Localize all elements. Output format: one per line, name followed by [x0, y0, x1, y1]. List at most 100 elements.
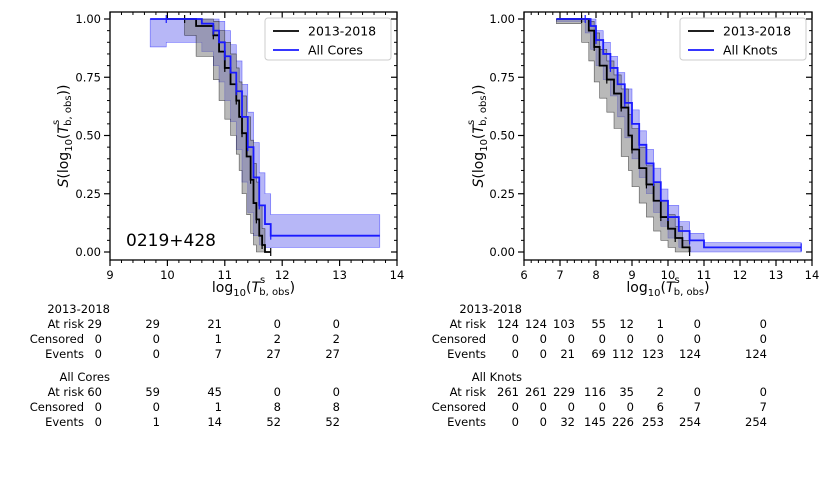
- risk-table-cell: 27: [266, 347, 281, 361]
- risk-table-cell: 8: [333, 400, 340, 414]
- risk-table-cell: 2: [657, 385, 664, 399]
- risk-table-row-label: Censored: [30, 400, 84, 414]
- risk-table-cell: 0: [568, 400, 575, 414]
- risk-table-row-label: Events: [447, 415, 486, 429]
- risk-table-cell: 229: [553, 385, 575, 399]
- risk-table-cell: 0: [274, 317, 281, 331]
- risk-table-cell: 21: [207, 317, 222, 331]
- risk-table-cell: 2: [333, 332, 340, 346]
- y-axis-label: S(log10(Tsb, obs)): [466, 84, 490, 187]
- risk-table-cell: 124: [679, 347, 701, 361]
- risk-table-cell: 0: [95, 415, 102, 429]
- risk-table-row-label: At risk: [450, 385, 487, 399]
- risk-table-row-label: Censored: [30, 332, 84, 346]
- legend-label: All Cores: [308, 43, 363, 58]
- risk-table-cell: 0: [599, 400, 606, 414]
- y-tick-label: 0.25: [75, 187, 101, 201]
- source-annotation: 0219+428: [126, 231, 216, 251]
- risk-table-cell: 7: [760, 400, 767, 414]
- risk-table-cell: 0: [760, 385, 767, 399]
- risk-table-cell: 0: [568, 332, 575, 346]
- risk-table-row-label: At risk: [48, 317, 85, 331]
- x-tick-label: 11: [697, 268, 712, 282]
- risk-table-cell: 145: [584, 415, 606, 429]
- risk-table-cell: 0: [95, 400, 102, 414]
- chart-panel-2: 6 7 8 9 10 11 12 13 140.000.250.500.751.00log10(…: [432, 11, 820, 429]
- risk-table-cell: 0: [95, 332, 102, 346]
- risk-table-cell: 52: [266, 415, 281, 429]
- risk-table-cell: 7: [694, 400, 701, 414]
- risk-table-cell: 2: [274, 332, 281, 346]
- risk-table-cell: 14: [207, 415, 222, 429]
- risk-table-cell: 0: [333, 385, 340, 399]
- risk-table-cell: 12: [619, 317, 634, 331]
- risk-table-cell: 55: [591, 317, 606, 331]
- risk-table-cell: 0: [760, 317, 767, 331]
- x-axis-label: log10(Ts b, obs): [626, 275, 709, 299]
- risk-table-row-label: Censored: [432, 332, 486, 346]
- x-tick-label: 7: [556, 268, 563, 282]
- risk-table-cell: 1: [153, 415, 160, 429]
- risk-table-cell: 124: [745, 347, 767, 361]
- risk-table-cell: 0: [694, 317, 701, 331]
- risk-table-cell: 226: [612, 415, 634, 429]
- x-tick-label: 12: [733, 268, 748, 282]
- risk-table-cell: 0: [540, 347, 547, 361]
- risk-table-cell: 0: [512, 400, 519, 414]
- risk-table-cell: 124: [497, 317, 519, 331]
- risk-table-row-label: Events: [45, 347, 84, 361]
- risk-table-cell: 123: [642, 347, 664, 361]
- x-axis-label: log10(Ts b, obs): [212, 275, 295, 299]
- risk-table-cell: 0: [153, 332, 160, 346]
- risk-table-cell: 27: [325, 347, 340, 361]
- risk-table-cell: 0: [540, 332, 547, 346]
- risk-table-cell: 0: [694, 385, 701, 399]
- risk-table-cell: 254: [679, 415, 701, 429]
- legend-label: All Knots: [723, 43, 778, 58]
- legend: 2013-2018 All Cores: [264, 17, 392, 61]
- risk-table-cell: 8: [274, 400, 281, 414]
- risk-table-cell: 29: [145, 317, 160, 331]
- risk-table-cell: 0: [599, 332, 606, 346]
- risk-table-cell: 0: [333, 317, 340, 331]
- y-axis-label: S(log10(Tsb, obs)): [51, 84, 75, 187]
- x-tick-label: 14: [805, 268, 820, 282]
- risk-table-cell: 0: [540, 400, 547, 414]
- risk-table-cell: 1: [657, 317, 664, 331]
- x-tick-label: 6: [520, 268, 527, 282]
- confidence-band-reference: [166, 18, 271, 253]
- y-tick-label: 0.50: [489, 129, 515, 143]
- risk-table-cell: 0: [627, 400, 634, 414]
- x-tick-label: 13: [332, 268, 347, 282]
- x-tick-label: 9: [628, 268, 635, 282]
- risk-table-group-title: 2013-2018: [47, 302, 110, 316]
- risk-table-cell: 32: [560, 415, 575, 429]
- risk-table-row-label: At risk: [450, 317, 487, 331]
- risk-table-cell: 0: [760, 332, 767, 346]
- risk-table-cell: 124: [525, 317, 547, 331]
- y-tick-label: 0.50: [75, 129, 101, 143]
- x-tick-label: 8: [592, 268, 599, 282]
- risk-table-cell: 0: [512, 415, 519, 429]
- risk-table-group-title: All Cores: [59, 370, 110, 384]
- y-tick-label: 0.75: [75, 70, 101, 84]
- series-line-comparison: [556, 18, 802, 249]
- x-tick-label: 11: [217, 268, 232, 282]
- risk-table-cell: 21: [560, 347, 575, 361]
- risk-table-cell: 52: [325, 415, 340, 429]
- risk-table-cell: 29: [87, 317, 102, 331]
- y-tick-label: 1.00: [75, 12, 101, 26]
- x-tick-label: 12: [275, 268, 290, 282]
- y-tick-label: 0.75: [489, 70, 515, 84]
- y-tick-label: 1.00: [489, 12, 515, 26]
- risk-table-cell: 254: [745, 415, 767, 429]
- legend: 2013-2018 All Knots: [679, 17, 807, 61]
- risk-table-cell: 0: [694, 332, 701, 346]
- risk-table-cell: 59: [145, 385, 160, 399]
- y-tick-label: 0.00: [75, 245, 101, 259]
- x-tick-label: 9: [106, 268, 113, 282]
- risk-table-group-title: 2013-2018: [459, 302, 522, 316]
